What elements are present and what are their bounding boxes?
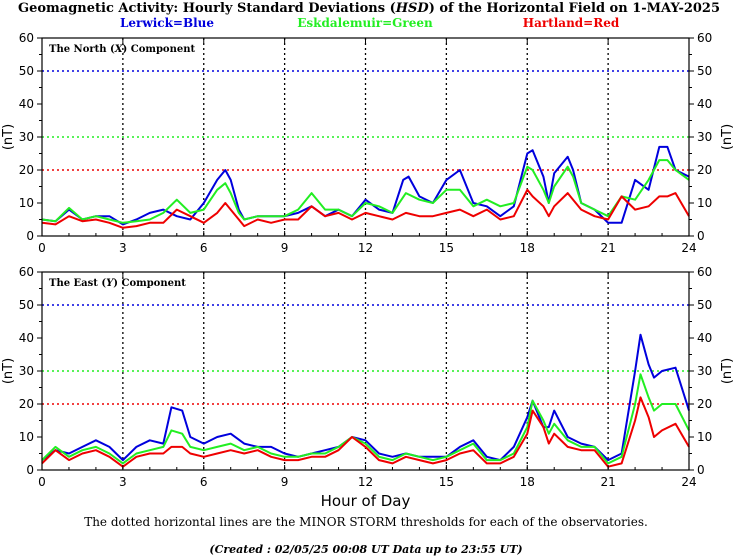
north-panel-title: The North (X) Component xyxy=(49,44,196,55)
north-ylabel-left: (nT) xyxy=(1,124,16,150)
north-series-eskdalemuir xyxy=(41,159,690,224)
x-axis-label: Hour of Day xyxy=(321,492,411,510)
north-title-var: X xyxy=(114,44,124,55)
east-x-tick-label: 3 xyxy=(119,475,127,489)
east-x-tick-label: 18 xyxy=(520,475,535,489)
title-part-1: Geomagnetic Activity: Hourly Standard De… xyxy=(18,1,396,16)
east-y-tick-label-right: 20 xyxy=(697,397,712,411)
east-series-eskdalemuir xyxy=(41,373,690,465)
legend-lerwick: Lerwick=Blue xyxy=(120,16,214,30)
east-x-tick-label: 9 xyxy=(281,475,289,489)
east-y-tick-label-left: 10 xyxy=(19,430,34,444)
east-title-after: ) Component xyxy=(113,278,186,289)
east-x-tick-label: 0 xyxy=(38,475,46,489)
north-series-hartland xyxy=(41,188,690,229)
north-y-tick-label-right: 20 xyxy=(697,163,712,177)
east-y-tick-label-right: 50 xyxy=(697,298,712,312)
east-y-tick-label-right: 60 xyxy=(697,265,712,279)
title-part-hsd: HSD xyxy=(395,1,430,16)
north-x-tick-label: 18 xyxy=(520,241,535,255)
east-y-tick-label-right: 0 xyxy=(697,463,705,477)
east-grid-lines xyxy=(42,272,689,470)
north-y-tick-label-left: 60 xyxy=(19,31,34,45)
north-x-tick-label: 6 xyxy=(200,241,208,255)
north-y-tick-label-right: 40 xyxy=(697,97,712,111)
north-y-tick-label-left: 10 xyxy=(19,196,34,210)
north-series xyxy=(41,145,690,229)
north-x-tick-label: 24 xyxy=(681,241,696,255)
legend-hartland: Hartland=Red xyxy=(523,16,620,30)
east-y-tick-label-right: 10 xyxy=(697,430,712,444)
legend-eskdalemuir: Eskdalemuir=Green xyxy=(297,16,433,30)
east-ylabel-right: (nT) xyxy=(720,358,735,384)
north-x-tick-label: 21 xyxy=(600,241,615,255)
east-y-tick-label-left: 60 xyxy=(19,265,34,279)
east-y-tick-label-left: 50 xyxy=(19,298,34,312)
east-y-tick-label-left: 30 xyxy=(19,364,34,378)
north-y-tick-label-right: 60 xyxy=(697,31,712,45)
east-y-tick-label-left: 20 xyxy=(19,397,34,411)
east-title-var: Y xyxy=(106,278,114,289)
east-y-tick-label-left: 0 xyxy=(26,463,34,477)
north-title-after: ) Component xyxy=(123,44,196,55)
north-y-tick-label-left: 50 xyxy=(19,64,34,78)
north-x-tick-label: 3 xyxy=(119,241,127,255)
east-x-tick-label: 21 xyxy=(600,475,615,489)
east-x-tick-label: 15 xyxy=(439,475,454,489)
footer-note: The dotted horizontal lines are the MINO… xyxy=(84,515,648,529)
east-ylabel-left: (nT) xyxy=(1,358,16,384)
north-y-tick-label-right: 0 xyxy=(697,229,705,243)
east-x-tick-label: 24 xyxy=(681,475,696,489)
east-series xyxy=(41,333,690,468)
east-y-tick-label-left: 40 xyxy=(19,331,34,345)
north-y-tick-label-right: 50 xyxy=(697,64,712,78)
north-ylabel-right: (nT) xyxy=(720,124,735,150)
north-x-tick-label: 9 xyxy=(281,241,289,255)
east-y-tick-label-right: 40 xyxy=(697,331,712,345)
north-title-before: The North ( xyxy=(49,44,115,55)
north-grid-lines xyxy=(42,38,689,236)
east-series-hartland xyxy=(41,396,690,468)
east-title-before: The East ( xyxy=(49,278,106,289)
footer-created: (Created : 02/05/25 00:08 UT Data up to … xyxy=(209,543,522,556)
east-y-tick-label-right: 30 xyxy=(697,364,712,378)
north-plot-frame xyxy=(41,37,690,237)
north-y-tick-label-left: 30 xyxy=(19,130,34,144)
figure-title: Geomagnetic Activity: Hourly Standard De… xyxy=(18,1,720,16)
north-y-tick-label-left: 40 xyxy=(19,97,34,111)
north-y-tick-label-left: 0 xyxy=(26,229,34,243)
east-x-tick-label: 12 xyxy=(358,475,373,489)
north-y-tick-label-right: 10 xyxy=(697,196,712,210)
north-x-tick-label: 15 xyxy=(439,241,454,255)
north-y-tick-label-left: 20 xyxy=(19,163,34,177)
east-x-tick-label: 6 xyxy=(200,475,208,489)
east-panel-title: The East (Y) Component xyxy=(49,278,186,289)
north-x-tick-label: 0 xyxy=(38,241,46,255)
north-x-tick-label: 12 xyxy=(358,241,373,255)
north-y-tick-label-right: 30 xyxy=(697,130,712,144)
title-part-3: ) of the Horizontal Field on 1-MAY-2025 xyxy=(429,1,720,16)
